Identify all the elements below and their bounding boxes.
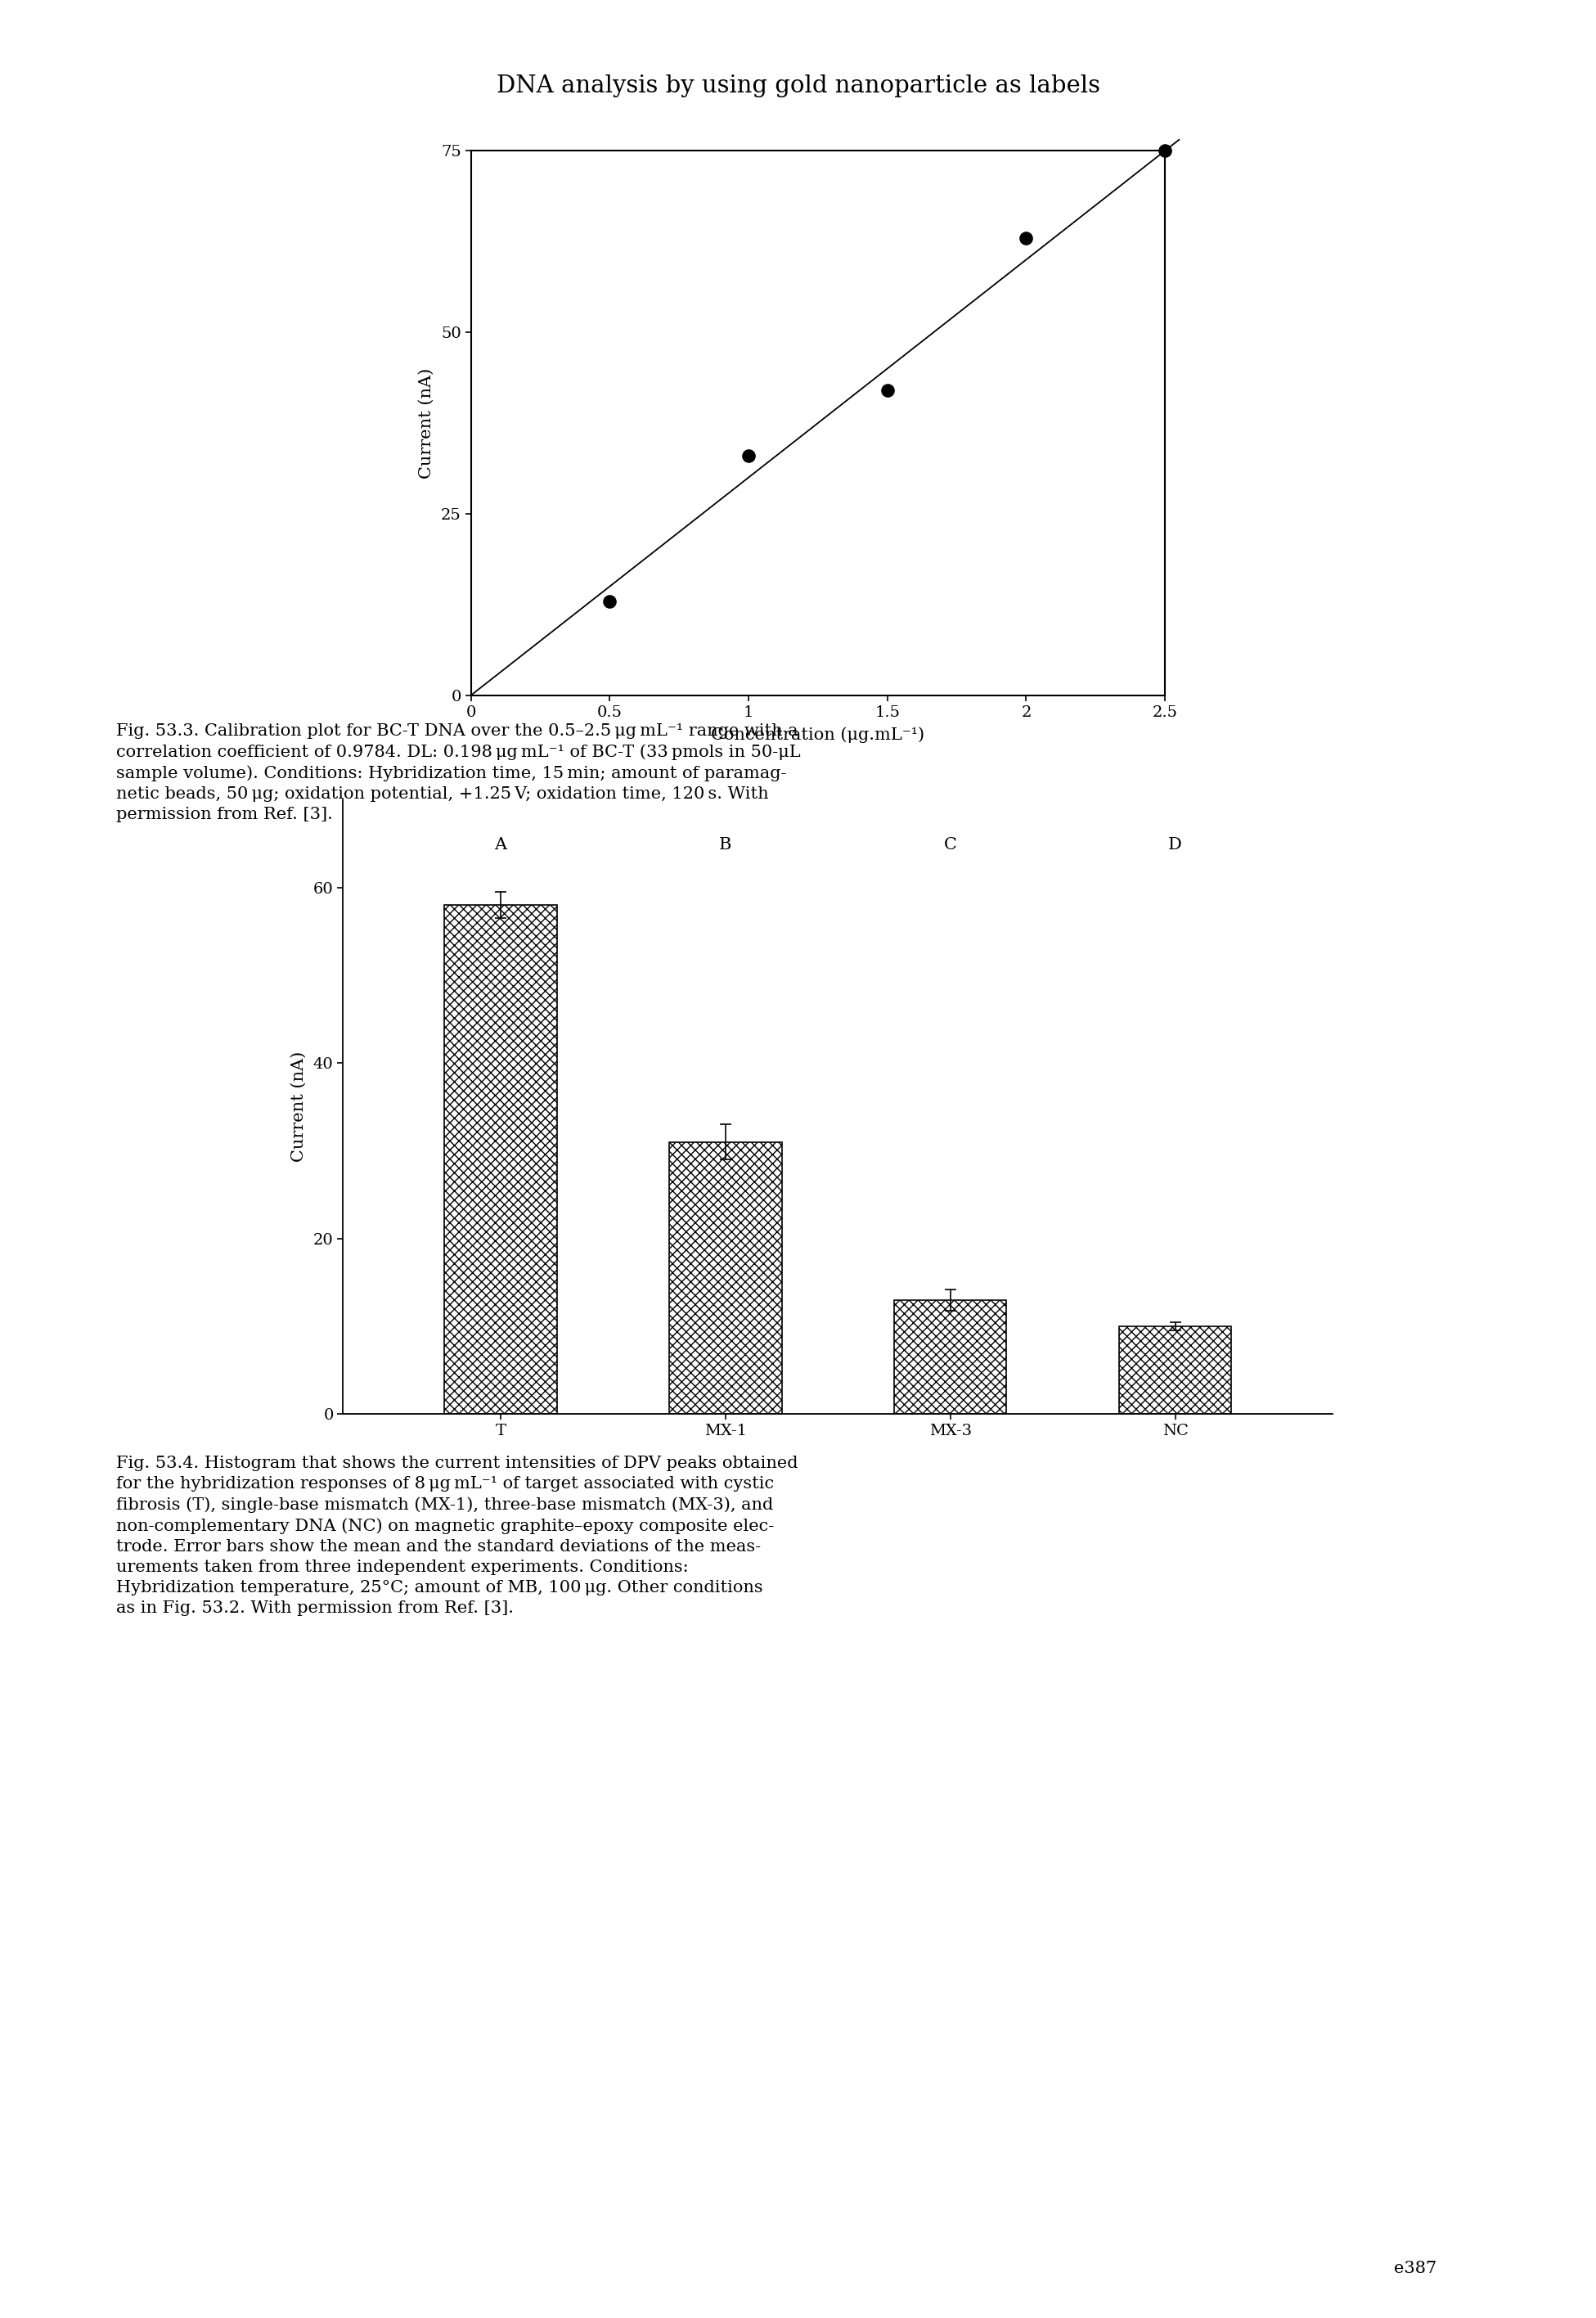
Text: Fig. 53.3. Calibration plot for BC-T DNA over the 0.5–2.5 μg mL⁻¹ range with a
c: Fig. 53.3. Calibration plot for BC-T DNA… [117, 723, 801, 823]
Point [1013, 220, 1039, 257]
Text: e387: e387 [1393, 2260, 1436, 2276]
Y-axis label: Current (nA): Current (nA) [290, 1052, 306, 1161]
Point [736, 438, 761, 475]
Bar [444, 904, 557, 1414]
Point [875, 371, 900, 408]
Text: C: C [943, 837, 958, 853]
Text: Fig. 53.4. Histogram that shows the current intensities of DPV peaks obtained
fo: Fig. 53.4. Histogram that shows the curr… [117, 1456, 798, 1616]
Text: DNA analysis by using gold nanoparticle as labels: DNA analysis by using gold nanoparticle … [496, 74, 1100, 97]
Bar [894, 1300, 1007, 1414]
Y-axis label: Current (nA): Current (nA) [418, 369, 434, 478]
Bar [669, 1143, 782, 1414]
Text: B: B [720, 837, 731, 853]
Bar [1119, 1326, 1232, 1414]
X-axis label: Concentration (μg.mL⁻¹): Concentration (μg.mL⁻¹) [712, 726, 924, 742]
Point [597, 582, 622, 619]
Text: A: A [495, 837, 508, 853]
Text: D: D [1168, 837, 1183, 853]
Point [1152, 132, 1178, 169]
